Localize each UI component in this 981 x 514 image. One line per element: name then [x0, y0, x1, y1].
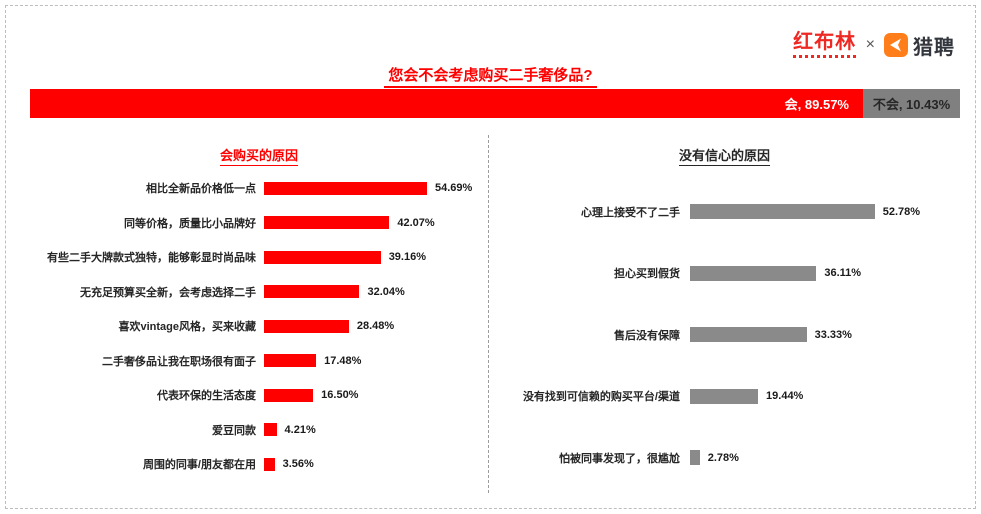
- bar-value-label: 17.48%: [324, 354, 362, 367]
- bar: [690, 450, 700, 466]
- bar-category-label: 同等价格，质量比小品牌好: [124, 217, 256, 230]
- bar-row: 爱豆同款 4.21%: [30, 413, 488, 448]
- bar-category-label: 爱豆同款: [212, 424, 256, 437]
- bar-row: 二手奢侈品让我在职场很有面子 17.48%: [30, 344, 488, 379]
- bar-row: 怕被同事发现了，很尴尬 2.78%: [489, 427, 960, 489]
- bar-row: 相比全新品价格低一点 54.69%: [30, 171, 488, 206]
- stacked-segment-yes-label: 会, 89.57%: [784, 97, 849, 112]
- bar-category-label: 心理上接受不了二手: [581, 206, 680, 219]
- hongbulin-logo: 红布林: [792, 31, 857, 58]
- bar-value-label: 33.33%: [814, 328, 852, 341]
- bar-row: 周围的同事/朋友都在用 3.56%: [30, 447, 488, 482]
- bar-value-label: 39.16%: [388, 251, 426, 264]
- overall-stacked-bar: 会, 89.57% 不会, 10.43%: [30, 89, 960, 118]
- bar: [264, 354, 317, 368]
- stacked-segment-no: 不会, 10.43%: [863, 89, 960, 118]
- brand-logos: 红布林 × 猎聘: [792, 30, 955, 60]
- bar-value-label: 16.50%: [321, 389, 359, 402]
- bar-category-label: 售后没有保障: [614, 329, 680, 342]
- bar-row: 没有找到可信赖的购买平台/渠道 19.44%: [489, 366, 960, 428]
- bar-category-label: 周围的同事/朋友都在用: [142, 459, 256, 472]
- no-confidence-chart: 没有信心的原因 心理上接受不了二手 52.78% 担心买到假货 36.11% 售后没有保…: [489, 135, 960, 503]
- bar-value-label: 36.11%: [824, 267, 862, 280]
- bar-value-label: 42.07%: [397, 216, 435, 229]
- bar-category-label: 无充足预算买全新，会考虑选择二手: [80, 286, 256, 299]
- bar: [264, 216, 390, 230]
- bar-row: 售后没有保障 33.33%: [489, 304, 960, 366]
- bar-value-label: 28.48%: [356, 320, 395, 333]
- bar-row: 喜欢vintage风格，买来收藏 28.48%: [30, 309, 488, 344]
- bar-category-label: 担心买到假货: [614, 268, 680, 281]
- reason-charts-section: 会购买的原因 相比全新品价格低一点 54.69% 同等价格，质量比小品牌好 42.07…: [30, 135, 960, 503]
- buy-reasons-title-wrap: 会购买的原因: [30, 145, 488, 166]
- bar: [264, 181, 427, 195]
- buy-reasons-title: 会购买的原因: [219, 148, 298, 166]
- bar: [690, 388, 759, 404]
- bar: [690, 265, 817, 281]
- bar-category-label: 喜欢vintage风格，买来收藏: [118, 321, 256, 334]
- bar-value-label: 3.56%: [282, 458, 314, 471]
- bar-value-label: 2.78%: [707, 451, 739, 464]
- bar-value-label: 54.69%: [434, 182, 473, 195]
- bar: [690, 327, 807, 343]
- bar: [264, 457, 275, 471]
- page-title-wrap: 您会不会考虑购买二手奢侈品?: [0, 64, 981, 88]
- liepin-logo: 猎聘: [884, 31, 955, 60]
- bar-row: 同等价格，质量比小品牌好 42.07%: [30, 206, 488, 241]
- bar-value-label: 19.44%: [766, 390, 804, 403]
- liepin-logo-text: 猎聘: [913, 36, 955, 59]
- column-divider: [488, 135, 489, 493]
- bar: [264, 250, 381, 264]
- bar: [264, 423, 277, 437]
- buy-reasons-chart: 会购买的原因 相比全新品价格低一点 54.69% 同等价格，质量比小品牌好 42.07…: [30, 135, 488, 503]
- bar: [264, 319, 349, 333]
- logo-separator: ×: [865, 36, 875, 53]
- stacked-segment-yes: 会, 89.57%: [30, 89, 863, 118]
- bar-row: 无充足预算买全新，会考虑选择二手 32.04%: [30, 275, 488, 310]
- no-confidence-rows: 心理上接受不了二手 52.78% 担心买到假货 36.11% 售后没有保障 33.33% 没…: [489, 181, 960, 489]
- bar-category-label: 没有找到可信赖的购买平台/渠道: [522, 391, 680, 404]
- page-title: 您会不会考虑购买二手奢侈品?: [384, 67, 597, 88]
- bar: [690, 204, 875, 220]
- bar-row: 心理上接受不了二手 52.78%: [489, 181, 960, 243]
- stacked-segment-no-label: 不会, 10.43%: [872, 97, 951, 112]
- bar-category-label: 二手奢侈品让我在职场很有面子: [102, 355, 256, 368]
- bar: [264, 285, 360, 299]
- bar-value-label: 52.78%: [882, 205, 921, 218]
- bar-value-label: 32.04%: [367, 285, 405, 298]
- bar-category-label: 怕被同事发现了，很尴尬: [559, 452, 680, 465]
- bar: [264, 388, 314, 402]
- bar-row: 有些二手大牌款式独特，能够彰显时尚品味 39.16%: [30, 240, 488, 275]
- bar-value-label: 4.21%: [284, 423, 316, 436]
- bar-category-label: 相比全新品价格低一点: [146, 183, 256, 196]
- hongbulin-tagline-strip: [792, 55, 857, 58]
- liepin-icon: [884, 33, 908, 57]
- bar-row: 担心买到假货 36.11%: [489, 243, 960, 305]
- bar-row: 代表环保的生活态度 16.50%: [30, 378, 488, 413]
- no-confidence-title: 没有信心的原因: [678, 148, 770, 166]
- bar-category-label: 有些二手大牌款式独特，能够彰显时尚品味: [47, 252, 256, 265]
- hongbulin-logo-text: 红布林: [793, 31, 857, 53]
- no-confidence-title-wrap: 没有信心的原因: [489, 145, 960, 166]
- bar-category-label: 代表环保的生活态度: [157, 390, 256, 403]
- buy-reasons-rows: 相比全新品价格低一点 54.69% 同等价格，质量比小品牌好 42.07% 有些二手大牌…: [30, 171, 488, 482]
